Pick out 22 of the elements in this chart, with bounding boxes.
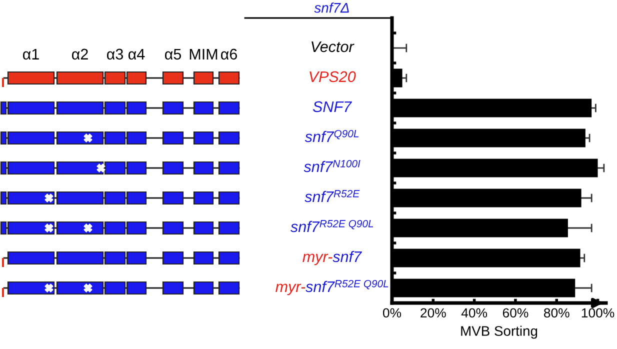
y-tick-label: VPS20 xyxy=(310,71,356,82)
x-tick-label: 100% xyxy=(582,308,614,318)
x-tick-label: 80% xyxy=(544,308,570,318)
text: α3 xyxy=(106,48,123,60)
text: α2 xyxy=(72,48,88,60)
y-tick-label: SNF7 xyxy=(312,101,352,112)
text: α5 xyxy=(164,48,182,60)
text: α6 xyxy=(220,48,237,60)
y-tick-label: myr-snf7R52E Q90L xyxy=(276,280,388,296)
text: MIM xyxy=(190,48,218,60)
x-axis-title: MVB Sorting xyxy=(461,326,538,339)
y-tick-label: snf7Q90L xyxy=(304,130,359,142)
text: α4 xyxy=(128,48,145,60)
text: snf7Δ xyxy=(314,2,349,13)
x-tick-label: 40% xyxy=(461,308,488,318)
x-tick-label: 20% xyxy=(420,308,446,318)
y-tick-label: snf7R52E Q90L xyxy=(290,220,374,232)
y-tick-label: Vector xyxy=(312,41,354,52)
text: α1 xyxy=(22,48,39,60)
x-tick-label: 60% xyxy=(502,308,528,318)
x-tick-label: 0% xyxy=(382,308,402,318)
y-tick-label: myr-snf7 xyxy=(302,250,362,266)
